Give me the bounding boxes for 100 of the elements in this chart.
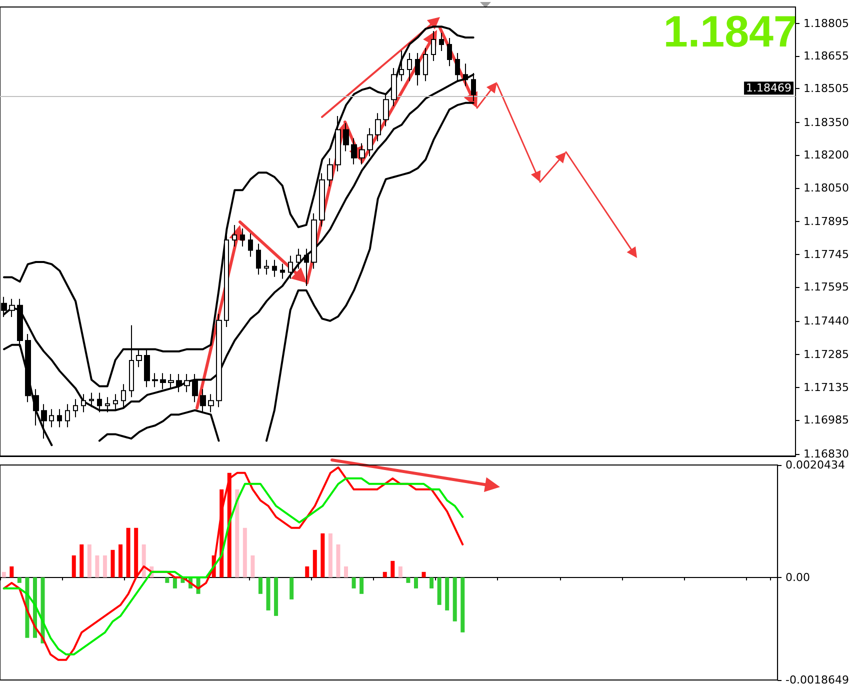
bar	[382, 572, 387, 578]
bar	[102, 555, 107, 578]
bar	[390, 560, 395, 578]
bar	[398, 566, 402, 578]
bar	[360, 577, 364, 594]
y-tick-label: 1.18805	[804, 16, 850, 30]
candlestick	[272, 259, 277, 278]
candlestick	[399, 50, 404, 82]
bar	[430, 577, 434, 588]
candlestick	[391, 68, 397, 107]
bar	[422, 572, 426, 578]
candlestick	[319, 172, 325, 227]
annotation: 1.1847	[663, 8, 798, 56]
candlestick	[256, 243, 261, 276]
y-tick-label: 1.17285	[804, 348, 850, 362]
y-tick-label: 1.18350	[804, 116, 850, 130]
bar	[274, 577, 278, 616]
bar	[72, 555, 76, 578]
bar	[126, 528, 130, 578]
candlestick	[152, 372, 158, 388]
bar	[406, 577, 410, 583]
bar	[235, 489, 240, 578]
candlestick	[224, 232, 229, 328]
candlestick	[17, 298, 23, 348]
bar	[80, 544, 84, 578]
candlestick	[41, 404, 47, 440]
candlestick	[296, 248, 301, 270]
bar	[118, 544, 123, 578]
candlestick	[304, 248, 309, 286]
candlestick	[176, 374, 182, 393]
y-tick-label: 0.00	[786, 570, 810, 584]
ref-line-label: 1.18469	[746, 82, 792, 95]
candlestick	[9, 298, 15, 318]
y-tick-label: 1.18505	[804, 82, 850, 96]
bar	[10, 566, 14, 578]
candlestick	[439, 32, 444, 52]
bar	[352, 577, 356, 588]
bar	[445, 577, 450, 610]
bar	[258, 577, 262, 594]
candlestick	[73, 398, 78, 418]
candlestick	[168, 374, 174, 390]
candlestick	[288, 255, 293, 280]
candlestick	[415, 52, 420, 86]
bar	[266, 577, 270, 610]
bar	[320, 533, 325, 578]
candlestick	[383, 92, 389, 127]
candlestick	[351, 138, 357, 165]
candlestick	[343, 122, 349, 152]
candlestick	[208, 394, 214, 413]
candlestick	[232, 224, 237, 248]
bar	[437, 577, 442, 605]
y-tick-label: 0.0020434	[786, 458, 846, 472]
candlestick	[33, 388, 39, 426]
y-tick-label: 1.17595	[804, 280, 850, 294]
y-tick-label: 1.18200	[804, 148, 850, 162]
candlestick	[423, 47, 428, 82]
y-tick-label: 1.17135	[804, 380, 850, 394]
bar	[460, 577, 465, 632]
candlestick	[184, 374, 190, 393]
candlestick	[200, 388, 206, 413]
y-tick-label: 1.17745	[804, 248, 850, 261]
bar	[414, 577, 418, 588]
bar	[242, 528, 247, 578]
candlestick	[248, 232, 253, 258]
candlestick	[327, 158, 333, 187]
y-tick-label: 1.18655	[804, 50, 850, 63]
y-tick-label: 1.17895	[804, 215, 850, 228]
bar	[142, 544, 146, 578]
y-tick-label: -0.0018649	[786, 674, 850, 686]
candlestick	[264, 259, 269, 276]
candlestick	[335, 115, 341, 172]
bar	[110, 550, 115, 578]
candlestick	[49, 408, 54, 428]
candlestick	[136, 348, 142, 368]
y-tick-label: 1.16830	[804, 447, 850, 460]
candlestick	[192, 374, 198, 403]
candlestick	[25, 333, 31, 403]
bar	[17, 577, 22, 583]
candlestick	[240, 228, 245, 248]
bar	[305, 566, 310, 578]
candlestick	[160, 372, 166, 390]
bar	[328, 533, 332, 578]
bar	[452, 577, 457, 622]
candlestick	[65, 404, 70, 428]
bar	[344, 566, 348, 578]
bar	[87, 544, 92, 578]
bar	[2, 572, 6, 578]
candlestick	[407, 52, 412, 82]
candlestick	[359, 142, 365, 165]
candlestick	[57, 408, 62, 428]
bar	[134, 528, 138, 578]
y-tick-label: 1.17440	[804, 314, 850, 328]
y-tick-label: 1.16985	[804, 414, 850, 427]
y-tick-label: 1.18050	[804, 181, 850, 194]
bar	[312, 550, 317, 578]
bar	[290, 577, 294, 600]
bar	[336, 544, 340, 578]
bar	[250, 555, 255, 578]
candlestick	[89, 392, 94, 408]
candlestick	[431, 30, 436, 62]
